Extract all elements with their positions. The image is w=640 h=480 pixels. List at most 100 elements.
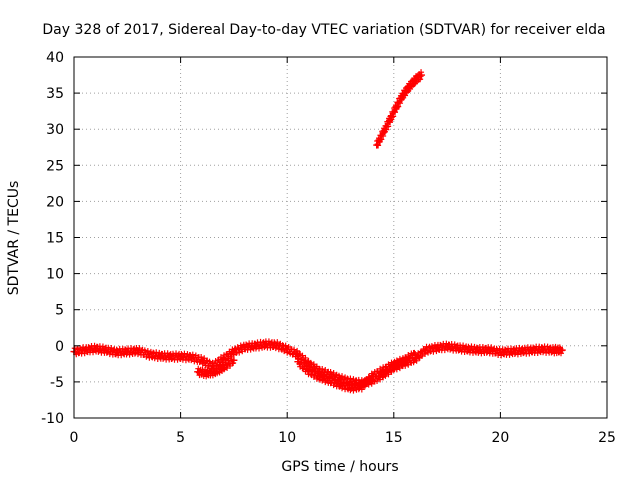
data-point [202, 369, 210, 377]
data-point [91, 345, 99, 353]
data-point [379, 366, 387, 374]
fill-marker [95, 348, 102, 355]
y-tick-label: 15 [46, 231, 64, 247]
data-point [400, 356, 408, 364]
data-point [198, 356, 206, 364]
x-tick-label: 0 [70, 430, 79, 446]
fill-marker [395, 362, 402, 369]
data-point [464, 345, 472, 353]
axis-ticks: 0 5 10 15 20 25 -10 -5 0 5 10 15 20 25 30 35 40 [41, 50, 616, 446]
data-point [211, 368, 219, 376]
data-point [379, 129, 387, 137]
fill-marker [160, 355, 167, 362]
data-point [496, 348, 504, 356]
y-tick-label: 0 [55, 339, 64, 355]
data-point [262, 340, 270, 348]
data-point [294, 358, 302, 366]
data-point [386, 117, 394, 125]
data-point [273, 341, 281, 349]
data-point [230, 356, 238, 364]
fill-marker [447, 346, 454, 353]
data-point [390, 361, 398, 369]
data-point [294, 350, 302, 358]
fill-marker [501, 346, 508, 353]
data-point [358, 382, 366, 390]
data-point [475, 346, 483, 354]
fill-marker [236, 349, 243, 356]
data-point [422, 346, 430, 354]
x-axis-label: GPS time / hours [281, 459, 398, 475]
data-point [305, 360, 313, 368]
data-series [70, 69, 566, 394]
data-point [518, 347, 526, 355]
data-point [305, 367, 313, 375]
y-tick-label: 30 [46, 122, 64, 138]
data-point [347, 384, 355, 392]
data-point [230, 348, 238, 356]
fill-marker [120, 350, 127, 357]
data-point [251, 342, 259, 350]
data-point [113, 348, 121, 356]
fill-marker [302, 354, 309, 361]
data-point [194, 368, 202, 376]
y-tick-label: 20 [46, 194, 64, 210]
fill-marker [386, 366, 393, 373]
data-point [326, 376, 334, 384]
data-point [432, 344, 440, 352]
fill-marker [291, 346, 298, 353]
y-tick-label: -10 [41, 411, 64, 427]
data-point [209, 362, 217, 370]
data-point [134, 347, 142, 355]
grid-lines [74, 57, 607, 418]
fill-marker [230, 359, 237, 366]
x-tick-label: 15 [385, 430, 403, 446]
data-point [418, 71, 426, 79]
data-point [241, 343, 249, 351]
y-tick-label: 10 [46, 267, 64, 283]
fill-marker [282, 342, 289, 349]
y-tick-label: 5 [55, 303, 64, 319]
data-point [558, 346, 566, 354]
fill-marker [294, 347, 301, 354]
x-tick-label: 10 [278, 430, 296, 446]
data-point [550, 346, 558, 354]
data-point [283, 345, 291, 353]
y-tick-label: 35 [46, 86, 64, 102]
fill-marker [397, 100, 404, 107]
data-point [373, 141, 381, 149]
data-point [177, 353, 185, 361]
data-point [155, 352, 163, 360]
data-point [411, 76, 419, 84]
data-point [398, 92, 406, 100]
data-point [123, 348, 131, 356]
fill-marker [320, 372, 327, 379]
data-point [539, 345, 547, 353]
data-point [81, 346, 89, 354]
data-point [219, 355, 227, 363]
data-point [454, 344, 462, 352]
data-point [528, 346, 536, 354]
y-axis-label: SDTVAR / TECUs [6, 181, 22, 296]
data-point [411, 350, 419, 358]
data-point [405, 83, 413, 91]
y-tick-label: 25 [46, 158, 64, 174]
fill-marker [422, 350, 429, 357]
data-point [507, 348, 515, 356]
y-tick-label: 40 [46, 50, 64, 66]
fill-marker [437, 341, 444, 348]
data-point [337, 381, 344, 389]
chart-title: Day 328 of 2017, Sidereal Day-to-day VTE… [42, 22, 605, 38]
fill-marker [85, 344, 92, 351]
data-point [368, 372, 376, 380]
x-tick-label: 20 [491, 430, 509, 446]
data-point [102, 346, 110, 354]
data-point [187, 353, 195, 361]
data-point [166, 353, 174, 361]
plot-frame [73, 56, 608, 419]
data-point [486, 346, 494, 354]
data-point [392, 104, 400, 112]
fill-marker [402, 362, 409, 369]
data-point [443, 343, 451, 351]
data-point [219, 363, 227, 371]
